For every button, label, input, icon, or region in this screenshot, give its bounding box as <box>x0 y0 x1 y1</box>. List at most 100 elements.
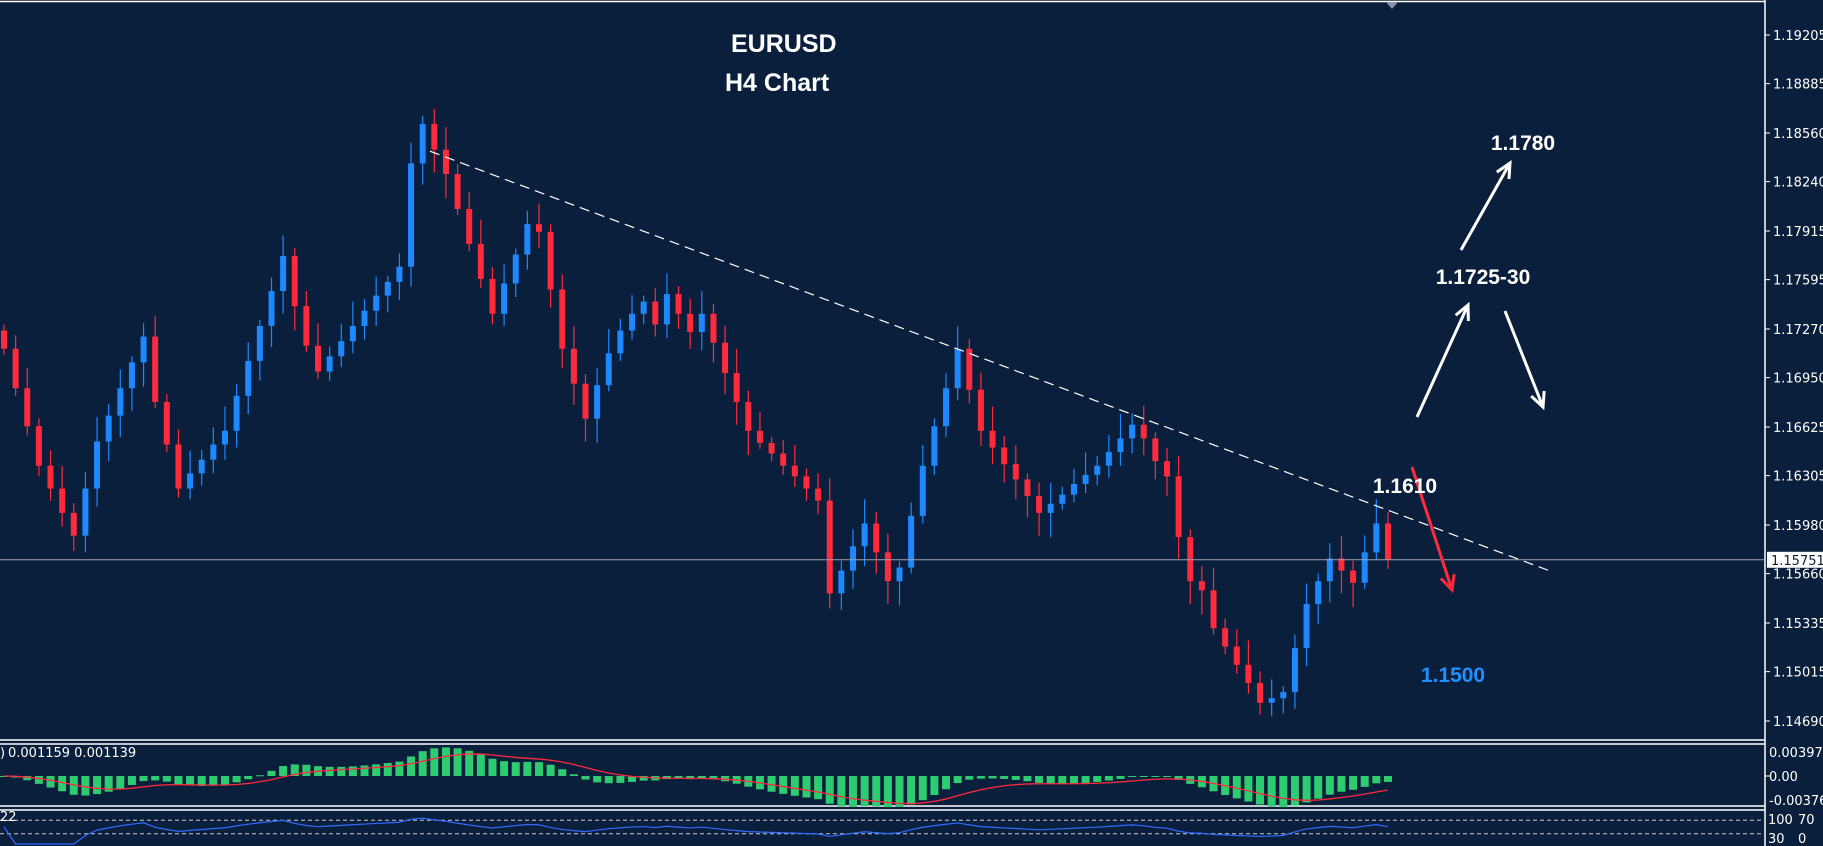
candle-body <box>780 453 787 466</box>
price-tick-label: 1.17595 <box>1773 274 1823 289</box>
rsi-tick-label: 30 <box>1768 832 1785 846</box>
macd-histogram-bar <box>534 762 543 776</box>
macd-tick-label: -0.003764 <box>1769 794 1823 809</box>
current-price-box <box>1767 551 1823 568</box>
arrow-up-2-head <box>1496 159 1512 180</box>
candle-body <box>210 444 217 460</box>
macd-histogram-bar <box>848 776 857 807</box>
candle-body <box>1361 552 1368 583</box>
macd-histogram-bar <box>476 754 485 776</box>
macd-histogram-bar <box>872 776 881 807</box>
candle-body <box>105 415 112 442</box>
annotation-1-1725-30: 1.1725-30 <box>1435 266 1531 289</box>
macd-histogram-bar <box>709 776 718 780</box>
candle-body <box>1291 648 1298 693</box>
candle-body <box>466 208 473 244</box>
arrow-down-white <box>1503 310 1545 408</box>
candle-body <box>756 430 763 443</box>
price-tick-label: 1.15335 <box>1773 617 1823 632</box>
candle-body <box>1210 590 1217 629</box>
candle-body <box>489 278 496 314</box>
macd-histogram-bar <box>814 776 823 800</box>
macd-histogram-bar <box>1058 776 1067 784</box>
candle-body <box>698 313 705 333</box>
macd-histogram-bar <box>942 776 951 790</box>
price-tick-label: 1.15660 <box>1773 568 1823 583</box>
macd-histogram-bar <box>1081 776 1090 783</box>
macd-histogram-bar <box>1035 776 1044 783</box>
price-tick-label: 1.14690 <box>1773 715 1823 730</box>
candle-body <box>1117 438 1124 453</box>
macd-histogram-bar <box>1360 776 1369 787</box>
macd-histogram-bar <box>546 764 555 776</box>
candle-body <box>652 301 659 325</box>
macd-histogram-bar <box>1128 776 1137 778</box>
arrow-down-red <box>1410 466 1454 591</box>
macd-histogram-bar <box>1267 776 1276 807</box>
candle-body <box>1047 503 1054 513</box>
arrow-up-1 <box>1415 304 1470 418</box>
candle-body <box>640 301 647 314</box>
macd-histogram-bar <box>220 776 229 785</box>
macd-histogram-bar <box>93 776 102 795</box>
macd-histogram-bar <box>372 764 381 776</box>
candle-body <box>245 360 252 396</box>
candle-body <box>1036 496 1043 513</box>
candle-body <box>594 385 601 419</box>
price-tick-label: 1.19205 <box>1773 29 1823 44</box>
chart-title-symbol: EURUSD <box>731 30 837 58</box>
candle-body <box>1280 692 1287 699</box>
macd-histogram-bar <box>581 776 590 780</box>
candle-body <box>873 523 880 553</box>
macd-histogram-bar <box>802 776 811 798</box>
macd-histogram-bar <box>81 776 90 796</box>
macd-histogram-bar <box>837 776 846 807</box>
price-tick-label: 1.18560 <box>1773 127 1823 142</box>
macd-histogram-bar <box>104 776 113 792</box>
candle-body <box>1094 465 1101 475</box>
macd-histogram-bar <box>639 776 648 781</box>
macd-histogram-bar <box>1139 776 1148 777</box>
candle-body <box>291 256 298 307</box>
annotation-1-1780: 1.1780 <box>1490 132 1556 155</box>
candle-body <box>768 442 775 454</box>
annotation-1-1610: 1.1610 <box>1372 475 1438 498</box>
macd-histogram-bar <box>1290 776 1299 806</box>
macd-histogram-bar <box>1116 776 1125 779</box>
macd-histogram-bar <box>209 776 218 786</box>
candle-body <box>1187 537 1194 582</box>
macd-histogram-bar <box>418 751 427 776</box>
candle-body <box>1105 452 1112 466</box>
macd-histogram-bar <box>174 776 183 785</box>
annotation-1-1500: 1.1500 <box>1420 664 1486 687</box>
macd-histogram-bar <box>569 774 578 776</box>
macd-histogram-bar <box>1256 776 1265 805</box>
macd-histogram-bar <box>383 763 392 776</box>
macd-histogram-bar <box>674 776 683 779</box>
candle-body <box>605 353 612 386</box>
macd-histogram-bar <box>1383 776 1392 782</box>
candle-body <box>221 430 228 445</box>
candle-body <box>1338 558 1345 571</box>
candle-body <box>1001 447 1008 465</box>
macd-histogram-bar <box>186 776 195 786</box>
candle-body <box>1350 570 1357 583</box>
candle-body <box>94 441 101 489</box>
macd-histogram-bar <box>58 776 67 792</box>
macd-histogram-bar <box>767 776 776 792</box>
macd-histogram-bar <box>779 776 788 794</box>
candle-body <box>989 430 996 448</box>
macd-histogram-bar <box>697 776 706 779</box>
rsi-tick-label: 0 <box>1798 832 1806 846</box>
candle-body <box>582 383 589 419</box>
macd-histogram-bar <box>430 748 439 776</box>
trendline <box>429 150 1554 573</box>
macd-histogram-bar <box>895 776 904 807</box>
candle-body <box>82 488 89 536</box>
candle-body <box>722 342 729 374</box>
current-price-label: 1.15751 <box>1771 554 1823 569</box>
candle-body <box>861 523 868 547</box>
macd-histogram-bar <box>1151 776 1160 777</box>
